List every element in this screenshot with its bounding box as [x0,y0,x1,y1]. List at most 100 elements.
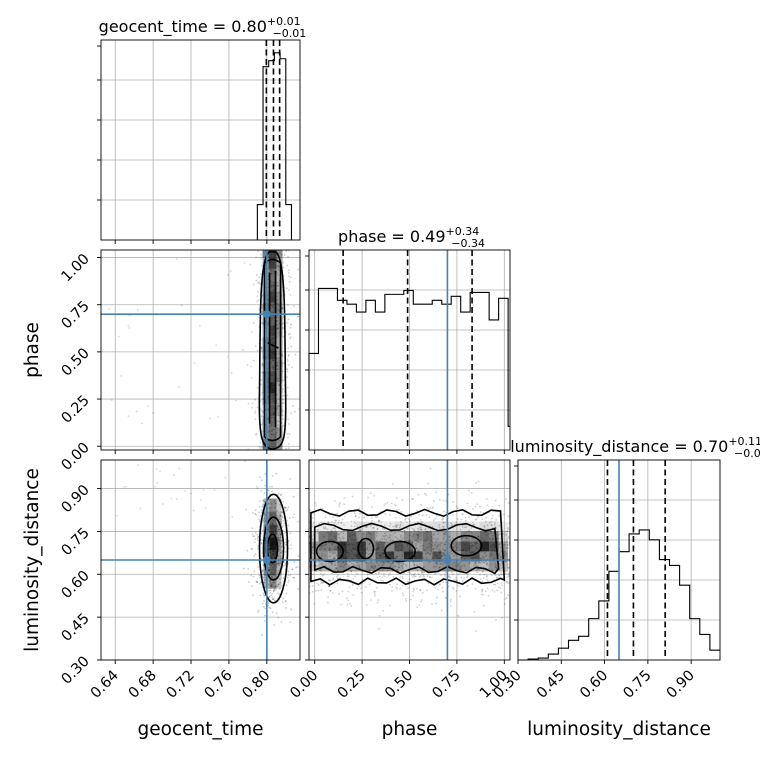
sample-point [421,514,423,517]
density-cell [276,562,282,576]
sample-point [507,528,510,531]
sample-point [498,574,500,577]
sample-point [495,618,497,621]
sample-point [464,569,467,571]
sample-point [434,543,436,546]
sample-point [264,574,267,576]
density-cell [262,404,269,417]
sample-point [276,407,279,410]
sample-point [268,596,271,598]
density-cell [403,551,414,562]
sample-point [374,565,376,568]
sample-point [429,529,432,532]
sample-point [456,579,459,582]
sample-point [376,586,378,589]
sample-point [455,553,457,556]
sample-point [362,533,365,535]
axes-frame [100,249,301,451]
sample-point [315,561,318,563]
sample-point [486,562,488,565]
density-cell [432,541,442,552]
sample-point [481,589,484,592]
sample-point [373,594,376,597]
sample-point [272,598,275,600]
sample-point [407,518,410,520]
sample-point [255,580,258,583]
sample-point [250,331,253,333]
sample-point [442,552,445,555]
density-cell [479,531,490,542]
sample-point [252,575,255,578]
sample-point [282,524,285,527]
sample-point [335,554,338,557]
sample-point [287,562,290,565]
sample-point [280,539,283,542]
density-cell [470,561,480,572]
sample-point [324,527,327,530]
sample-point [495,566,498,569]
density-cell [262,427,269,439]
sample-point [268,507,270,509]
sample-point [297,588,299,590]
sample-point [332,551,335,554]
sample-point [285,509,288,512]
sample-point [386,501,389,504]
density-cell [309,551,319,562]
sample-point [254,345,257,348]
sample-point [338,503,341,506]
sample-point [460,537,463,540]
sample-point [316,529,319,532]
sample-point [276,441,279,444]
sample-point [274,585,277,588]
sample-point [505,533,508,536]
sample-point [257,535,260,538]
sample-point [442,533,445,536]
sample-point [276,320,278,323]
sample-point [261,573,264,576]
sample-point [345,597,348,600]
sample-point [258,500,261,502]
sample-point [426,575,429,577]
sample-point [316,565,319,567]
sample-point [399,536,402,539]
sample-point [389,534,391,537]
sample-point [427,551,430,554]
sample-point [383,538,386,540]
sample-point [399,576,402,578]
sample-point [482,570,485,573]
sample-point [278,440,281,442]
sample-point [389,604,391,607]
sample-point [286,370,289,373]
sample-point [487,564,490,567]
sample-point [506,530,509,532]
sample-point [277,404,280,407]
sample-point [486,578,489,581]
sample-point [378,520,380,523]
sample-point [350,570,353,573]
sample-point [474,588,477,590]
sample-point [287,304,289,307]
density-cell [375,551,385,562]
sample-point [261,322,264,325]
plot-area [101,460,300,660]
sample-point [297,555,300,558]
sample-point [423,575,426,578]
sample-point [463,533,466,536]
sample-point [254,433,257,436]
sample-point [282,500,285,503]
sample-point [281,307,284,310]
sample-point [272,598,275,601]
density-cell [262,348,269,360]
sample-point [504,543,506,546]
sample-point [245,508,248,511]
sample-point [208,417,211,420]
x-tick-label: 0.60 [577,668,611,702]
sample-point [365,548,368,551]
sample-point [490,524,493,527]
sample-point [360,587,362,590]
sample-point [504,550,506,553]
sample-point [255,432,258,435]
sample-point [280,511,283,513]
sample-point [422,574,425,576]
sample-point [443,574,446,576]
